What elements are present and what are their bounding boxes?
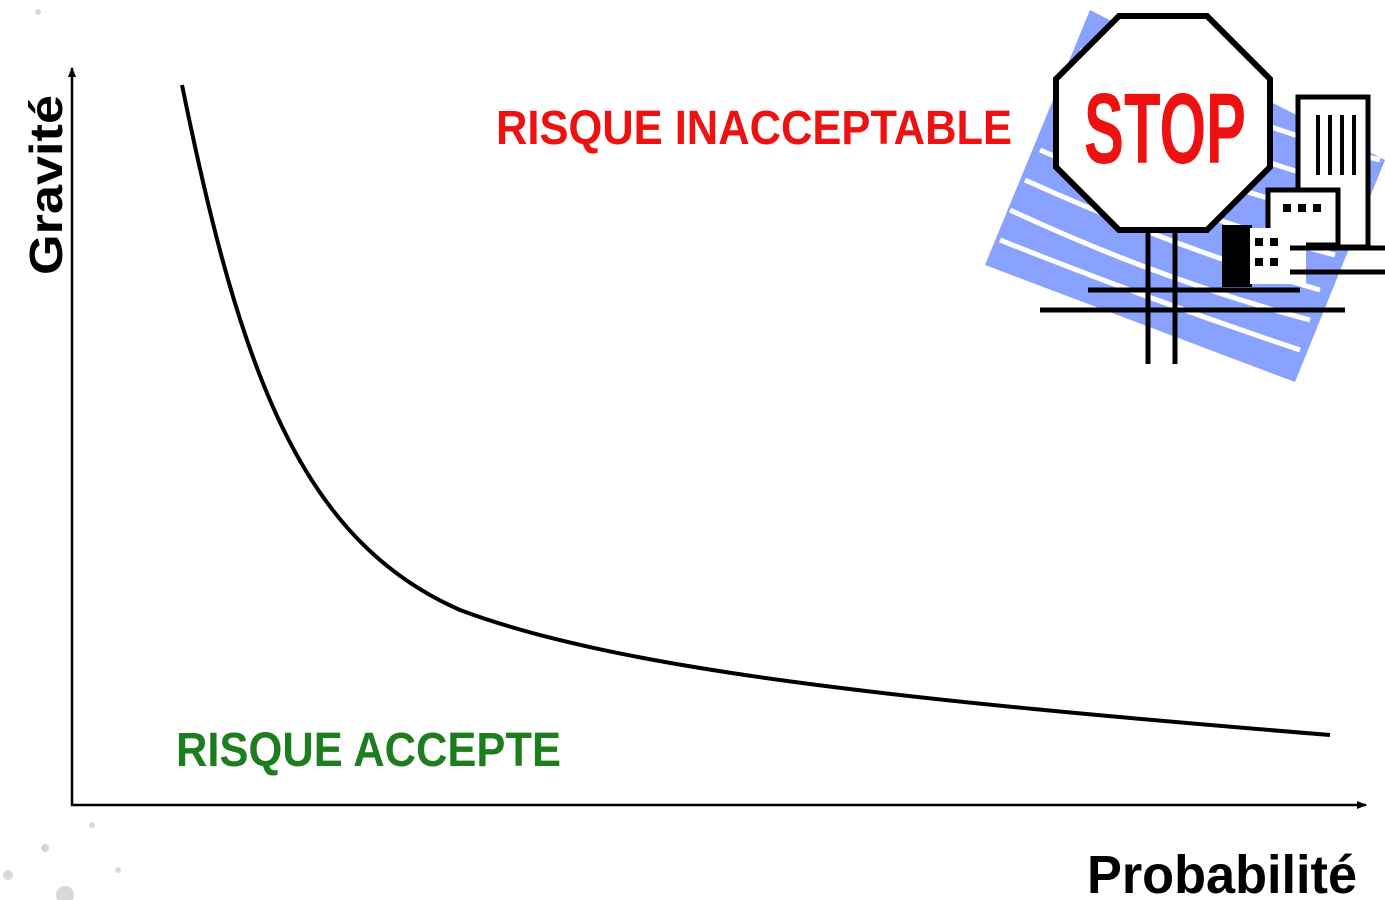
diagram: Gravité Probabilité RISQUE INACCEPTABLE … — [0, 0, 1385, 900]
stop-clipart: STOP — [985, 10, 1385, 382]
zone-unacceptable: RISQUE INACCEPTABLE — [496, 102, 1012, 155]
zone-accepted: RISQUE ACCEPTE — [176, 724, 561, 777]
x-axis-label: Probabilité — [1087, 845, 1357, 900]
stop-text: STOP — [1084, 73, 1246, 185]
y-axis-label: Gravité — [20, 95, 72, 275]
page: Gravité Probabilité RISQUE INACCEPTABLE … — [0, 0, 1385, 900]
